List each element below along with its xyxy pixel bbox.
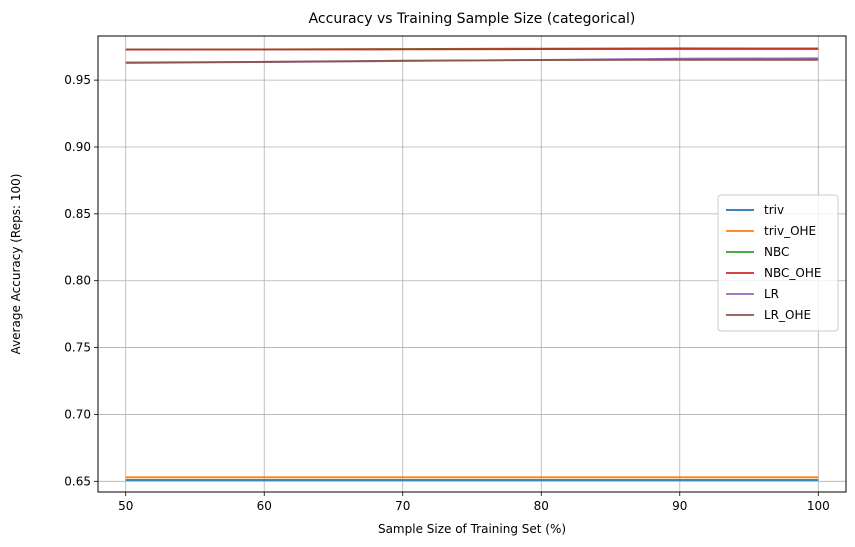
x-tick-label: 80 (534, 499, 549, 513)
legend-label: LR (764, 287, 779, 301)
x-tick-label: 70 (395, 499, 410, 513)
plot-frame (97, 35, 847, 493)
y-axis-label: Average Accuracy (Reps: 100) (9, 174, 23, 355)
y-tick-label: 0.65 (64, 474, 91, 488)
x-tick-label: 100 (807, 499, 830, 513)
legend-label: triv (764, 203, 784, 217)
x-axis-label: Sample Size of Training Set (%) (378, 522, 566, 536)
legend-label: NBC (764, 245, 789, 259)
x-axis-ticks: 50 60 70 80 90 100 (118, 492, 830, 513)
y-tick-label: 0.95 (64, 73, 91, 87)
legend-box (717, 194, 839, 332)
y-tick-label: 0.90 (64, 140, 91, 154)
series-line-nbc-ohe (125, 48, 819, 51)
legend: triv triv_OHE NBC NBC_OHE LR LR_OHE (717, 194, 839, 332)
x-tick-label: 60 (257, 499, 272, 513)
y-tick-label: 0.70 (64, 407, 91, 421)
y-axis-ticks: 0.65 0.70 0.75 0.80 0.85 0.90 0.95 (64, 73, 98, 488)
legend-label: NBC_OHE (764, 266, 821, 280)
y-tick-label: 0.80 (64, 274, 91, 288)
legend-label: LR_OHE (764, 308, 811, 322)
x-tick-label: 90 (672, 499, 687, 513)
legend-label: triv_OHE (764, 224, 816, 238)
y-tick-label: 0.85 (64, 207, 91, 221)
y-tick-label: 0.75 (64, 341, 91, 355)
chart-title: Accuracy vs Training Sample Size (catego… (309, 11, 636, 27)
series-lines (125, 47, 819, 481)
x-tick-label: 50 (118, 499, 133, 513)
series-line-lr-ohe (125, 58, 819, 64)
